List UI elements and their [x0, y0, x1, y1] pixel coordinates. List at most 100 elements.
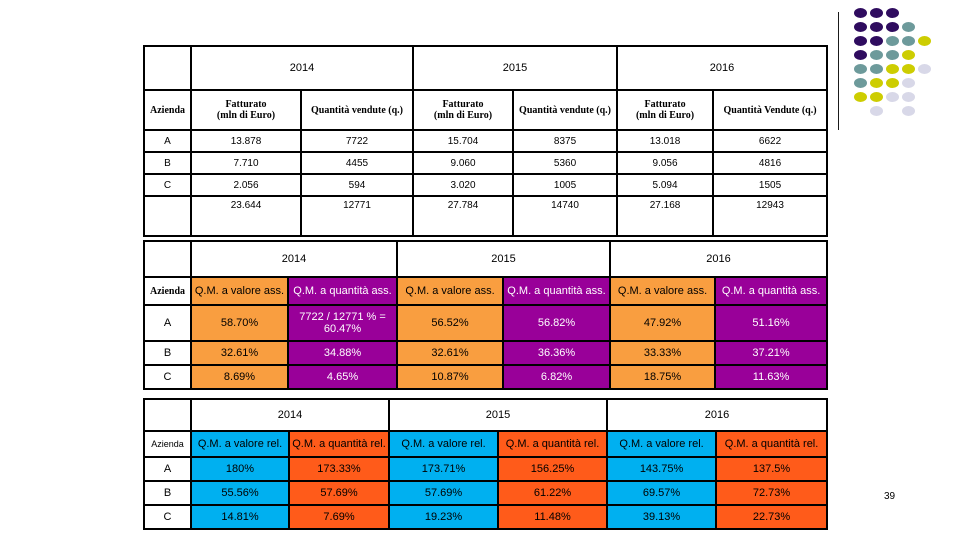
- table-cell: 47.92%: [609, 304, 717, 342]
- yellow-dot-icon: [918, 36, 931, 46]
- table-cell: 2.056: [190, 173, 302, 197]
- table-cell: 55.56%: [190, 480, 290, 506]
- table-cell: 3.020: [412, 173, 515, 197]
- table-cell: 7.710: [190, 151, 302, 175]
- teal-dot-icon: [902, 36, 915, 46]
- decorative-vertical-line: [838, 12, 839, 130]
- table-row: Azienda Fatturato (mln di Euro) Quantità…: [143, 89, 829, 131]
- lavender-dot-icon: [902, 92, 915, 102]
- column-header: Q.M. a valore ass.: [190, 276, 289, 306]
- table-cell: 19.23%: [388, 504, 500, 530]
- table-row: C 2.056 594 3.020 1005 5.094 1505: [143, 173, 829, 197]
- table-cell: 1505: [712, 173, 829, 197]
- totals-row: 23.644 12771 27.784 14740 27.168 12943: [143, 195, 829, 237]
- row-label: A: [143, 456, 192, 482]
- purple-dot-icon: [854, 50, 867, 60]
- table-row: A 13.878 7722 15.704 8375 13.018 6622: [143, 129, 829, 153]
- table-cell: 173.71%: [388, 456, 500, 482]
- year-header-2016: 2016: [616, 45, 829, 91]
- table-cell: 8.69%: [190, 364, 289, 390]
- table-cell: 18.75%: [609, 364, 717, 390]
- total-cell: 23.644: [190, 195, 302, 237]
- table-cell: 37.21%: [714, 340, 829, 366]
- empty-cell: [143, 195, 192, 237]
- table-cell: 5360: [512, 151, 619, 175]
- table-cell: 9.056: [616, 151, 715, 175]
- column-header: Q.M. a quantità rel.: [715, 430, 829, 458]
- dot-spacer: [902, 8, 915, 18]
- table-cell: 14.81%: [190, 504, 290, 530]
- column-header: Fatturato (mln di Euro): [190, 89, 302, 131]
- yellow-dot-icon: [854, 92, 867, 102]
- table-cell: 56.82%: [502, 304, 612, 342]
- table-cell: 4816: [712, 151, 829, 175]
- table-row: B 55.56% 57.69% 57.69% 61.22% 69.57% 72.…: [143, 480, 829, 506]
- year-header-2015: 2015: [396, 240, 612, 278]
- table-row: A 180% 173.33% 173.71% 156.25% 143.75% 1…: [143, 456, 829, 482]
- total-cell: 27.168: [616, 195, 715, 237]
- row-label: A: [143, 129, 192, 153]
- year-header-2014: 2014: [189, 45, 415, 91]
- table-cell: 8375: [512, 129, 619, 153]
- table-row: C 8.69% 4.65% 10.87% 6.82% 18.75% 11.63%: [143, 364, 829, 390]
- table-cell: 9.060: [412, 151, 515, 175]
- corner-cell: [143, 45, 192, 91]
- row-label: B: [143, 151, 192, 175]
- total-cell: 12771: [299, 195, 415, 237]
- row-label: C: [143, 173, 192, 197]
- table-row: A 58.70% 7722 / 12771 % = 60.47% 56.52% …: [143, 304, 829, 342]
- teal-dot-icon: [886, 50, 899, 60]
- total-cell: 14740: [512, 195, 619, 237]
- row-label: A: [143, 304, 192, 342]
- yellow-dot-icon: [902, 50, 915, 60]
- table-cell: 39.13%: [606, 504, 718, 530]
- page-number: 39: [884, 491, 896, 502]
- column-header: Q.M. a quantità ass.: [286, 276, 399, 306]
- table-cell: 15.704: [412, 129, 515, 153]
- dot-spacer: [918, 50, 931, 60]
- dot-spacer: [918, 22, 931, 32]
- year-header-2014: 2014: [189, 240, 399, 278]
- yellow-dot-icon: [886, 64, 899, 74]
- yellow-dot-icon: [870, 92, 883, 102]
- year-header-2015: 2015: [388, 398, 609, 432]
- year-header-2015: 2015: [412, 45, 619, 91]
- purple-dot-icon: [886, 8, 899, 18]
- azienda-header: Azienda: [143, 430, 192, 458]
- purple-dot-icon: [886, 22, 899, 32]
- table-cell: 32.61%: [190, 340, 289, 366]
- table-cell: 13.878: [190, 129, 302, 153]
- table-cell: 4.65%: [286, 364, 399, 390]
- table-absolute-values: 2014 2015 2016 Azienda Fatturato (mln di…: [143, 45, 829, 237]
- table-row: 2014 2015 2016: [143, 240, 829, 278]
- column-header: Q.M. a quantità ass.: [502, 276, 612, 306]
- lavender-dot-icon: [902, 78, 915, 88]
- year-header-2016: 2016: [606, 398, 829, 432]
- purple-dot-icon: [870, 22, 883, 32]
- column-header: Quantità Vendute (q.): [712, 89, 829, 131]
- table-cell: 69.57%: [606, 480, 718, 506]
- table-cell: 72.73%: [715, 480, 829, 506]
- table-market-share-absolute: 2014 2015 2016 Azienda Q.M. a valore ass…: [143, 240, 829, 390]
- dot-spacer: [918, 92, 931, 102]
- corner-cell: [143, 398, 192, 432]
- year-header-2014: 2014: [189, 398, 391, 432]
- table-cell: 10.87%: [396, 364, 505, 390]
- column-header: Q.M. a valore rel.: [388, 430, 500, 458]
- row-label: B: [143, 480, 192, 506]
- teal-dot-icon: [886, 36, 899, 46]
- table-market-share-relative: 2014 2015 2016 Azienda Q.M. a valore rel…: [143, 398, 829, 530]
- table-cell: 6.82%: [502, 364, 612, 390]
- table-cell: 22.73%: [715, 504, 829, 530]
- teal-dot-icon: [870, 50, 883, 60]
- column-header: Quantità vendute (q.): [512, 89, 619, 131]
- table-cell: 61.22%: [497, 480, 609, 506]
- dot-spacer: [918, 8, 931, 18]
- teal-dot-icon: [854, 78, 867, 88]
- purple-dot-icon: [870, 36, 883, 46]
- table-cell: 1005: [512, 173, 619, 197]
- table-cell: 36.36%: [502, 340, 612, 366]
- table-cell: 180%: [190, 456, 290, 482]
- dots-decoration: [853, 6, 933, 118]
